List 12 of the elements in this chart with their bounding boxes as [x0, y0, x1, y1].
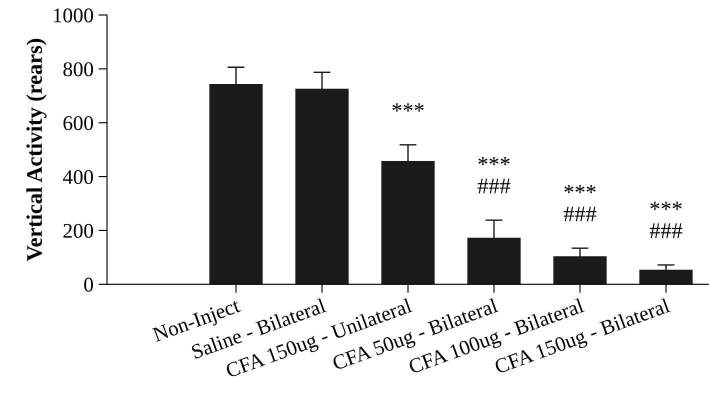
annotation: *** ### [650, 202, 682, 238]
annotation: *** ### [564, 185, 596, 222]
y-axis-title: Vertical Activity (rears) [26, 38, 47, 262]
annotation: *** ### [478, 157, 510, 194]
y-tick-label: 400 [62, 170, 94, 184]
y-tick-label: 200 [63, 224, 94, 238]
bar [639, 270, 693, 284]
y-tick-label: 800 [63, 62, 94, 76]
y-tick-label: 1000 [54, 8, 94, 22]
y-tick-label: 600 [63, 116, 94, 130]
annotation: *** [392, 103, 424, 112]
y-tick-label: 0 [84, 278, 94, 292]
